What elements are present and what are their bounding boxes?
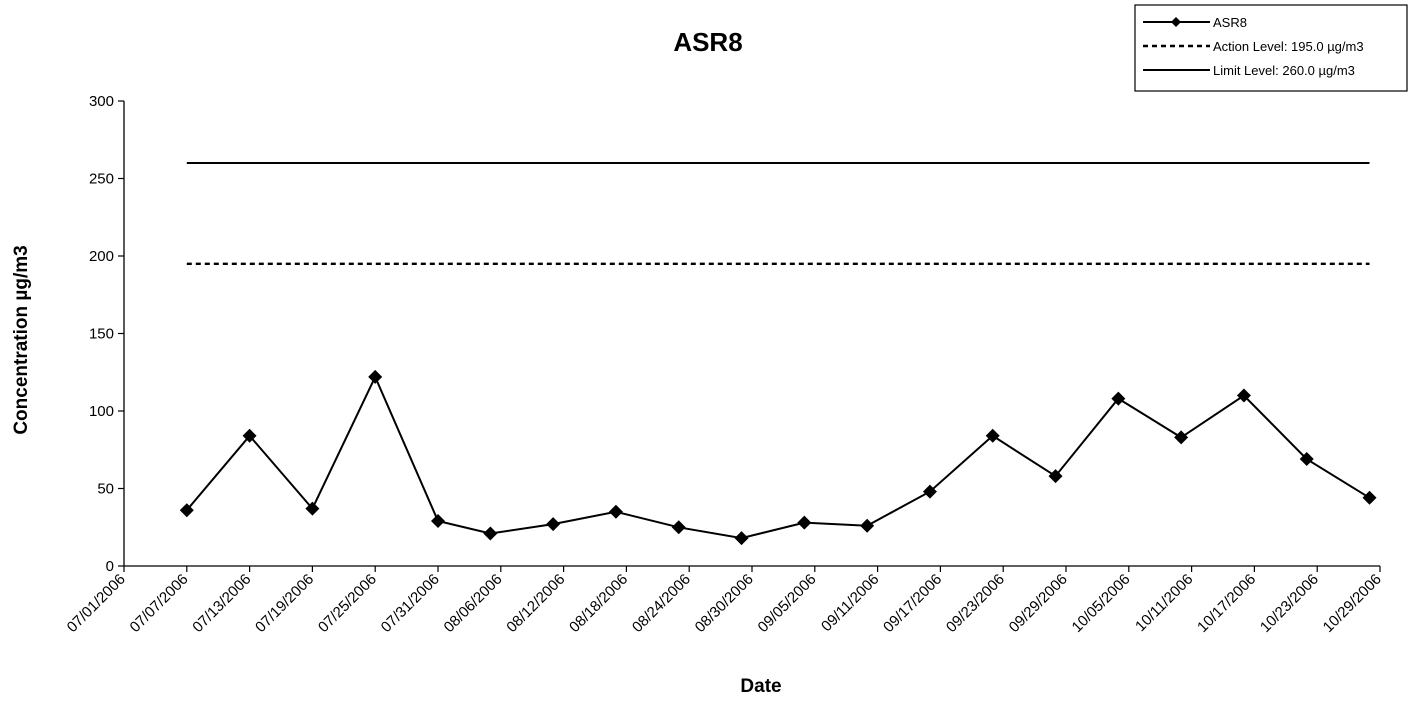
legend-box — [1134, 4, 1408, 92]
legend-item: Action Level: 195.0 µg/m3 — [1143, 39, 1364, 54]
y-tick-label: 50 — [97, 481, 114, 498]
y-axis-title: Concentration µg/m3 — [11, 245, 32, 434]
x-tick-label: 10/29/2006 — [1320, 571, 1385, 636]
x-tick-label: 07/25/2006 — [315, 571, 380, 636]
series-line — [186, 374, 1371, 540]
data-point — [860, 518, 875, 533]
data-point — [734, 531, 749, 546]
legend-item: ASR8 — [1143, 15, 1247, 30]
x-tick-label: 10/17/2006 — [1194, 571, 1259, 636]
data-point — [1236, 388, 1251, 403]
data-point — [431, 514, 445, 529]
chart-title: ASR8 — [673, 27, 742, 57]
data-point — [179, 503, 194, 518]
x-tick-label: 09/11/2006 — [818, 571, 882, 635]
axes: 05010015020025030007/01/200607/07/200607… — [64, 93, 1385, 636]
data-point — [546, 517, 561, 532]
data-point — [483, 526, 498, 541]
data-point — [1048, 469, 1063, 484]
x-tick-label: 10/23/2006 — [1257, 571, 1322, 636]
y-tick-label: 200 — [89, 248, 114, 265]
data-point — [1111, 391, 1126, 406]
data-point — [1174, 430, 1189, 445]
y-tick-label: 100 — [89, 403, 114, 420]
x-tick-label: 10/11/2006 — [1132, 571, 1196, 635]
y-tick-label: 150 — [89, 326, 114, 343]
x-tick-label: 07/07/2006 — [127, 571, 192, 636]
data-point — [242, 428, 257, 443]
data-point — [985, 428, 1000, 443]
x-tick-label: 09/23/2006 — [943, 571, 1008, 636]
x-tick-label: 08/12/2006 — [503, 571, 568, 636]
legend-label: ASR8 — [1213, 15, 1247, 30]
x-tick-label: 08/06/2006 — [441, 571, 506, 636]
data-point — [671, 520, 686, 535]
legend-label: Action Level: 195.0 µg/m3 — [1213, 39, 1364, 54]
y-tick-label: 250 — [89, 171, 114, 188]
x-tick-label: 10/05/2006 — [1069, 571, 1134, 636]
y-tick-label: 300 — [89, 93, 114, 110]
data-point — [368, 369, 383, 384]
data-point — [305, 501, 320, 516]
x-tick-label: 09/05/2006 — [755, 571, 820, 636]
x-tick-label: 08/24/2006 — [629, 571, 694, 636]
legend-label: Limit Level: 260.0 µg/m3 — [1213, 63, 1355, 78]
data-point — [608, 504, 623, 519]
x-tick-label: 07/13/2006 — [189, 571, 254, 636]
x-tick-label: 07/19/2006 — [252, 571, 317, 636]
x-tick-label: 08/30/2006 — [692, 571, 757, 636]
series-1 — [179, 369, 1377, 546]
y-tick-label: 0 — [106, 558, 114, 575]
legend: ASR8 Action Level: 195.0 µg/m3 Limit Level… — [1134, 4, 1408, 92]
x-tick-label: 07/31/2006 — [378, 571, 443, 636]
data-point — [1299, 452, 1314, 467]
legend-item: Limit Level: 260.0 µg/m3 — [1143, 63, 1355, 78]
data-point — [1362, 490, 1377, 505]
x-axis-title: Date — [740, 676, 781, 697]
x-tick-label: 07/01/2006 — [64, 571, 129, 636]
x-tick-label: 09/29/2006 — [1006, 571, 1071, 636]
data-point — [922, 484, 937, 499]
plot-area — [179, 162, 1377, 546]
legend-swatch-marker — [1171, 17, 1181, 27]
data-point — [797, 515, 812, 530]
x-tick-label: 09/17/2006 — [880, 571, 945, 636]
x-tick-label: 08/18/2006 — [566, 571, 631, 636]
